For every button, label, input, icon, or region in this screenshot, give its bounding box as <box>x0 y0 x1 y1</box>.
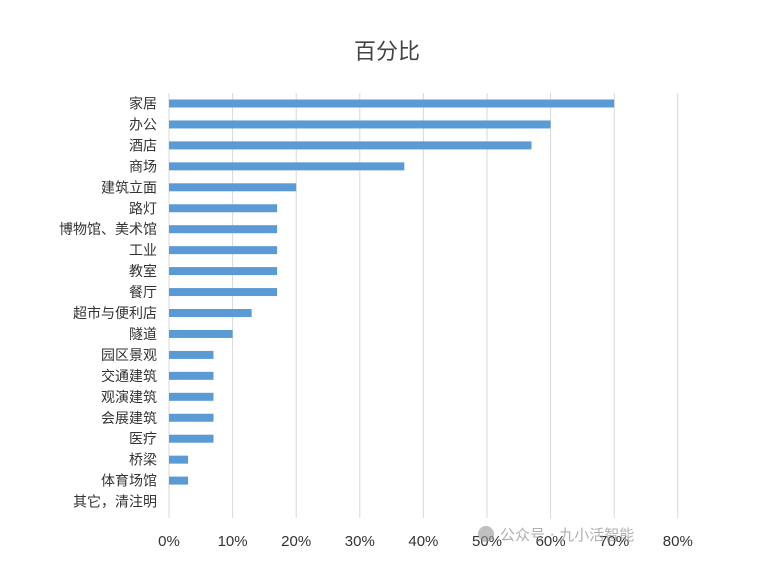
category-label: 超市与便利店 <box>73 305 157 322</box>
wechat-icon <box>478 526 494 542</box>
category-label: 博物馆、美术馆 <box>59 221 157 238</box>
bar <box>169 371 214 380</box>
bar <box>169 476 189 485</box>
bar <box>169 246 278 255</box>
bar <box>169 309 252 317</box>
category-label: 其它，清注明 <box>73 494 157 511</box>
bar <box>169 392 214 401</box>
x-tick-label: 70% <box>599 533 629 550</box>
x-tick-label: 30% <box>345 533 375 550</box>
bar <box>169 267 278 276</box>
category-label: 工业 <box>129 243 157 259</box>
bar <box>169 329 233 338</box>
gridlines <box>168 93 679 518</box>
x-tick-labels: 0%10%20%30%40%50%60%70%80% <box>158 533 693 550</box>
category-label: 建筑立面 <box>101 180 157 196</box>
bar <box>169 141 532 150</box>
x-tick-label: 40% <box>408 533 438 550</box>
x-tick-label: 10% <box>218 533 248 550</box>
category-label: 商场 <box>129 159 157 175</box>
bar <box>169 350 214 359</box>
bar <box>169 455 189 464</box>
bar <box>169 434 214 443</box>
bar <box>169 413 214 422</box>
category-label: 交通建筑 <box>101 368 157 385</box>
category-labels: 家居办公酒店商场建筑立面路灯博物馆、美术馆工业教室餐厅超市与便利店隧道园区景观交… <box>59 96 157 511</box>
category-label: 隧道 <box>129 327 157 343</box>
category-label: 桥梁 <box>129 453 157 469</box>
category-label: 路灯 <box>129 201 157 217</box>
category-label: 园区景观 <box>101 348 157 364</box>
x-tick-label: 0% <box>158 533 180 550</box>
category-label: 体育场馆 <box>101 474 157 490</box>
category-label: 观演建筑 <box>101 390 157 406</box>
bars <box>169 99 615 485</box>
category-label: 办公 <box>129 117 157 133</box>
bar <box>169 120 551 129</box>
watermark-text: 公众号 · 九小活智能 <box>500 526 635 544</box>
bar <box>169 288 278 297</box>
category-label: 会展建筑 <box>101 411 157 427</box>
category-label: 酒店 <box>129 138 157 154</box>
category-label: 餐厅 <box>129 285 157 301</box>
bar <box>169 183 297 192</box>
x-tick-label: 20% <box>281 533 311 550</box>
bar <box>169 204 278 213</box>
bar <box>169 225 278 234</box>
x-tick-label: 80% <box>663 533 693 550</box>
bar <box>169 99 615 108</box>
bar <box>169 162 405 171</box>
category-label: 家居 <box>129 96 157 113</box>
chart-title: 百分比 <box>353 40 420 65</box>
watermark: 公众号 · 九小活智能 <box>478 524 634 545</box>
x-tick-label: 60% <box>536 533 566 550</box>
category-label: 教室 <box>129 263 157 280</box>
category-label: 医疗 <box>129 432 157 448</box>
